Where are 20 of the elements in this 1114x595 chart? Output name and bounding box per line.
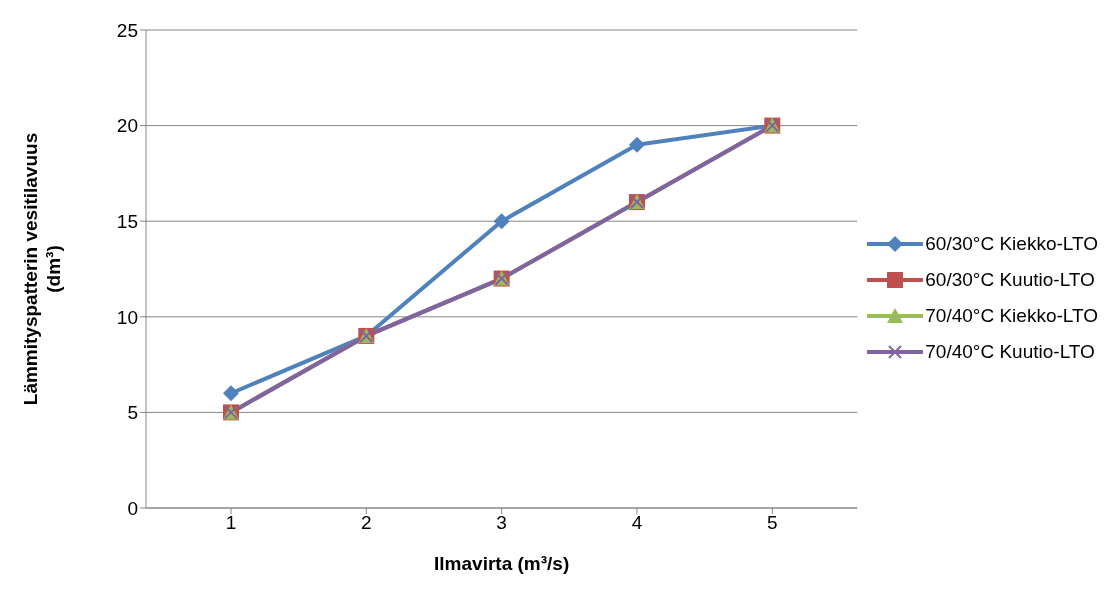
x-tick-label: 4 — [631, 512, 643, 534]
point — [493, 213, 510, 230]
y-axis-title: Lämmityspatterin vesitilavuus (dm³) — [20, 132, 64, 406]
point — [223, 385, 239, 402]
legend-label: 70/40°C Kuutio-LTO — [925, 341, 1095, 363]
y-tick-label: 5 — [127, 402, 138, 424]
x-tick-label: 3 — [496, 512, 507, 534]
legend-label: 70/40°C Kiekko-LTO — [925, 305, 1098, 327]
x-axis-title: Ilmavirta (m³/s) — [434, 553, 570, 574]
y-tick-label: 10 — [116, 306, 138, 328]
y-tick-label: 0 — [127, 497, 138, 519]
y-tick-label: 25 — [116, 19, 138, 41]
x-tick-label: 1 — [225, 512, 237, 534]
y-tick-label: 15 — [116, 210, 138, 232]
point — [628, 136, 645, 153]
x-tick-label: 5 — [767, 512, 778, 534]
legend-label: 60/30°C Kiekko-LTO — [925, 233, 1098, 255]
x-tick-label: 2 — [361, 512, 372, 534]
y-tick-label: 20 — [116, 115, 138, 137]
legend-label: 60/30°C Kuutio-LTO — [925, 269, 1095, 291]
